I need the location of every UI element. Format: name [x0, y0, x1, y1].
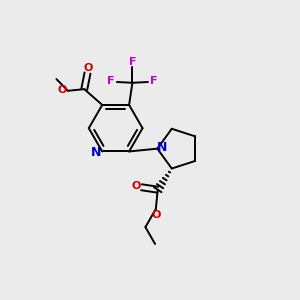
Text: F: F [129, 57, 136, 67]
Text: F: F [107, 76, 115, 86]
Text: O: O [83, 63, 93, 73]
Text: O: O [152, 210, 161, 220]
Text: O: O [58, 85, 67, 95]
Text: O: O [131, 182, 140, 191]
Text: F: F [150, 76, 158, 86]
Text: N: N [91, 146, 101, 160]
Text: N: N [157, 141, 168, 154]
